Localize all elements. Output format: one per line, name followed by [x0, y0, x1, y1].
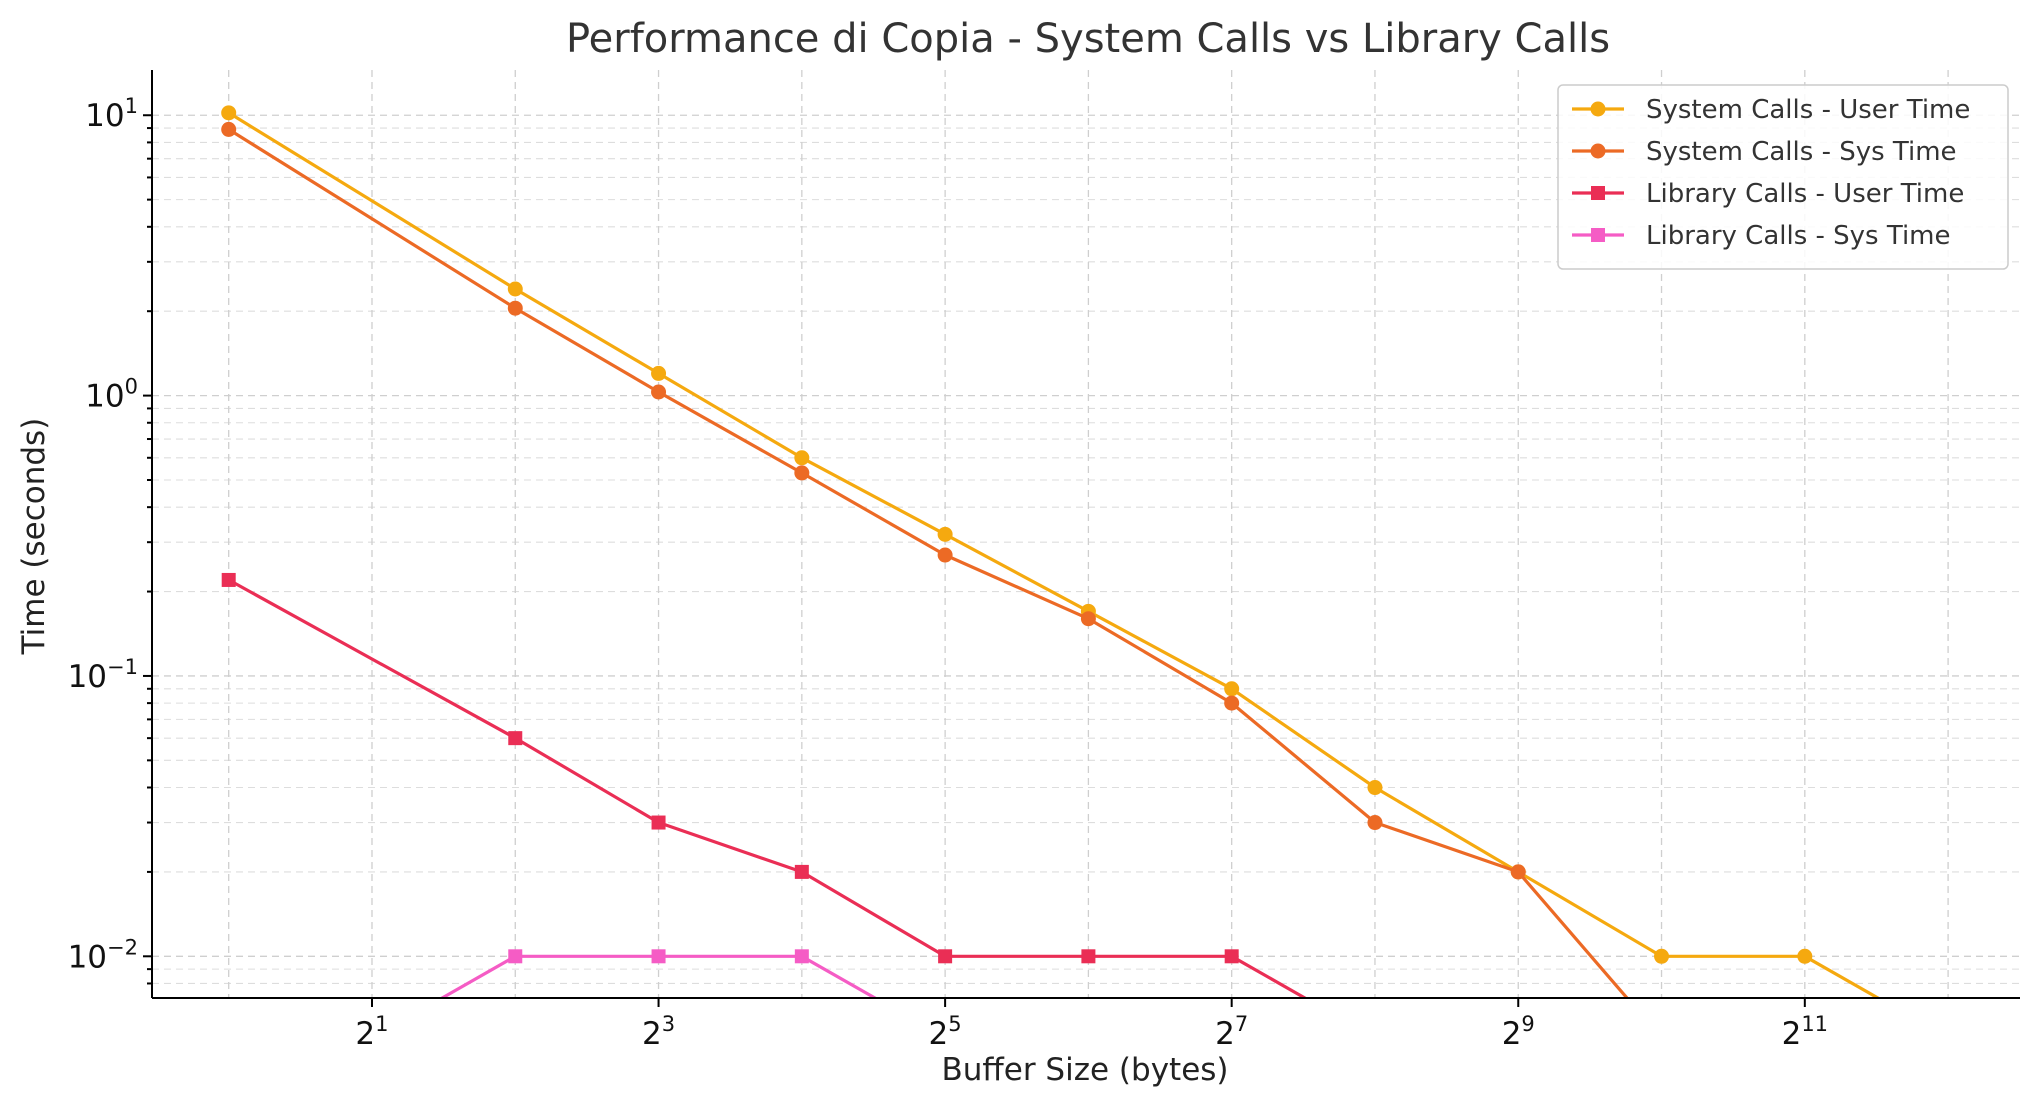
- data-point: [794, 465, 810, 481]
- y-tick-exponent: −2: [107, 935, 138, 959]
- series-2: [221, 121, 1630, 998]
- data-point: [938, 949, 953, 964]
- y-tick-exponent: −1: [107, 655, 138, 679]
- legend-item: Library Calls - Sys Time: [1572, 221, 1951, 251]
- legend-label: Library Calls - User Time: [1646, 179, 1964, 209]
- chart-title: Performance di Copia - System Calls vs L…: [566, 16, 1610, 62]
- x-tick-label: 29: [1502, 1012, 1535, 1052]
- data-point: [508, 949, 523, 964]
- legend-marker: [1591, 186, 1605, 200]
- legend-marker: [1591, 228, 1605, 242]
- data-point: [1797, 948, 1813, 964]
- y-tick-label: 100: [85, 375, 138, 415]
- y-axis-label: Time (seconds): [16, 418, 52, 656]
- data-point: [794, 949, 809, 964]
- data-point: [1224, 681, 1240, 697]
- series-3: [221, 572, 1309, 998]
- data-point: [221, 105, 237, 121]
- data-point: [1367, 780, 1383, 796]
- data-point: [651, 365, 667, 381]
- data-point: [507, 300, 523, 316]
- data-point: [1080, 611, 1096, 627]
- x-tick-base: 2: [1215, 1016, 1235, 1052]
- x-axis-label: Buffer Size (bytes): [941, 1052, 1228, 1088]
- data-point: [937, 547, 953, 563]
- legend-marker: [1590, 143, 1606, 159]
- x-tick-base: 2: [1502, 1016, 1522, 1052]
- y-tick-base: 10: [85, 98, 124, 134]
- legend: System Calls - User Time System Calls - S…: [1557, 84, 2009, 270]
- data-point: [1224, 949, 1239, 964]
- data-point: [1224, 695, 1240, 711]
- x-tick-label: 23: [642, 1012, 675, 1052]
- data-point: [651, 815, 666, 830]
- y-tick-exponent: 1: [125, 94, 138, 118]
- legend-item: System Calls - Sys Time: [1572, 137, 1957, 167]
- y-tick-label: 101: [85, 94, 138, 134]
- y-tick-label: 10−2: [68, 935, 138, 975]
- legend-box: [1557, 84, 2009, 270]
- data-point: [508, 731, 523, 746]
- data-point: [1654, 948, 1670, 964]
- x-tick-label: 27: [1215, 1012, 1248, 1052]
- legend-label: System Calls - User Time: [1646, 95, 1970, 125]
- series-line: [227, 128, 1630, 998]
- y-tick-base: 10: [68, 939, 107, 975]
- x-tick-exponent: 3: [662, 1012, 675, 1036]
- data-point: [651, 384, 667, 400]
- series-line: [227, 111, 1882, 998]
- data-point: [794, 864, 809, 879]
- y-tick-base: 10: [85, 379, 124, 415]
- series-line: [227, 578, 1309, 998]
- legend-item: System Calls - User Time: [1572, 95, 1970, 125]
- series-4: [438, 949, 879, 998]
- data-point: [1081, 949, 1096, 964]
- data-point: [507, 281, 523, 297]
- x-tick-exponent: 7: [1235, 1012, 1248, 1036]
- legend-label: System Calls - Sys Time: [1646, 137, 1957, 167]
- data-point: [1367, 815, 1383, 831]
- x-tick-label: 211: [1782, 1012, 1828, 1052]
- grid: [152, 70, 2020, 998]
- legend-label: Library Calls - Sys Time: [1646, 221, 1951, 251]
- data-point: [651, 949, 666, 964]
- x-tick-exponent: 11: [1801, 1012, 1828, 1036]
- x-tick-base: 2: [929, 1016, 949, 1052]
- x-tick-base: 2: [642, 1016, 662, 1052]
- x-tick-exponent: 1: [375, 1012, 388, 1036]
- y-tick-base: 10: [68, 659, 107, 695]
- legend-marker: [1590, 101, 1606, 117]
- data-point: [221, 121, 237, 137]
- legend-item: Library Calls - User Time: [1572, 179, 1964, 209]
- y-tick-exponent: 0: [125, 375, 138, 399]
- x-tick-exponent: 5: [948, 1012, 961, 1036]
- plot-area: [221, 105, 1882, 998]
- data-point: [221, 572, 236, 587]
- x-tick-label: 25: [929, 1012, 962, 1052]
- x-tick-label: 21: [355, 1012, 388, 1052]
- x-tick-base: 2: [355, 1016, 375, 1052]
- data-point: [937, 526, 953, 542]
- x-tick-exponent: 9: [1521, 1012, 1534, 1036]
- data-point: [794, 450, 810, 466]
- data-point: [1510, 864, 1526, 880]
- y-tick-label: 10−1: [68, 655, 138, 695]
- x-tick-base: 2: [1782, 1016, 1802, 1052]
